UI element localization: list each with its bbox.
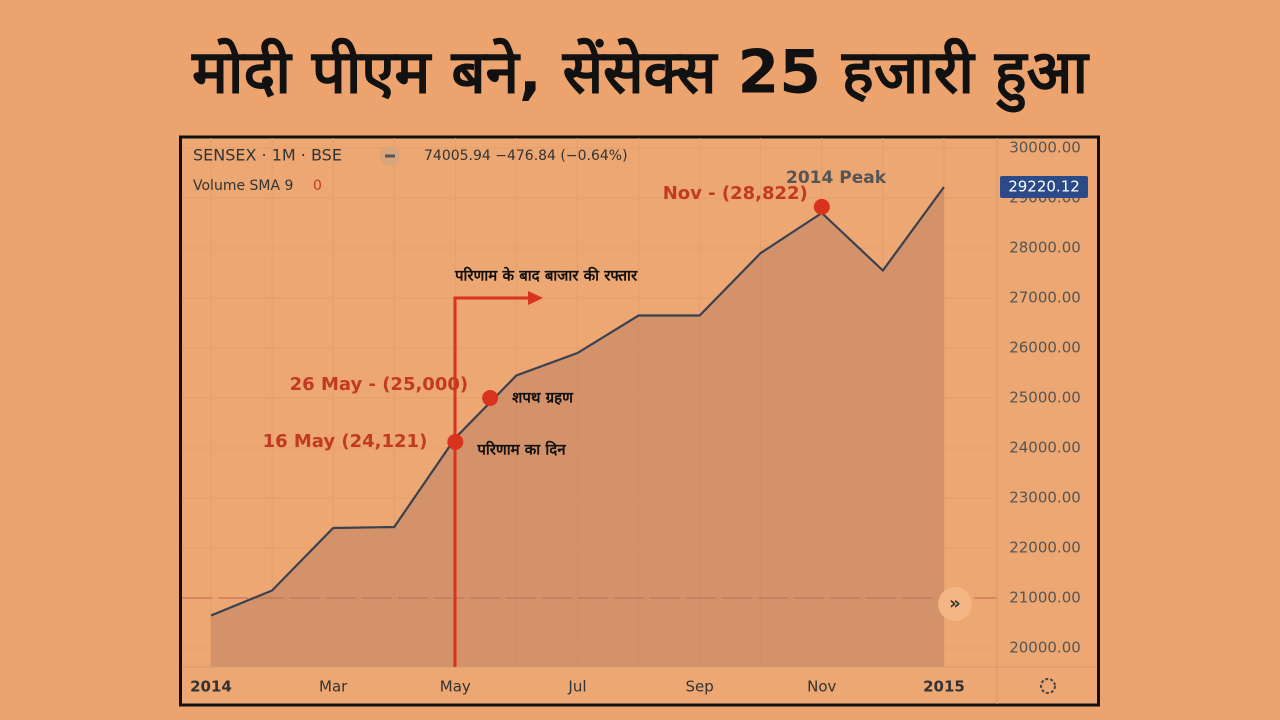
indicator: Volume SMA 9 (193, 178, 293, 194)
y-tick-label: 22000.00 (1009, 539, 1081, 557)
arrow-annotation: परिणाम के बाद बाजार की रफ्तार (454, 267, 638, 285)
x-tick-label: 2014 (190, 678, 232, 696)
y-tick-label: 25000.00 (1009, 389, 1081, 407)
scroll-icon: » (949, 593, 961, 614)
y-tick-label: 28000.00 (1009, 239, 1081, 257)
y-tick-label: 30000.00 (1009, 139, 1081, 157)
event-arrow (453, 296, 530, 667)
scroll-button[interactable] (938, 587, 972, 621)
marker (482, 390, 499, 406)
marker-label: Nov - (28,822) (663, 183, 808, 204)
y-tick-label: 20000.00 (1009, 639, 1081, 657)
peak-annotation: 2014 Peak (786, 168, 887, 188)
plot (182, 138, 997, 667)
marker (447, 433, 464, 450)
marker (813, 198, 830, 215)
x-tick-label: 2015 (923, 678, 965, 696)
marker-label: 16 May (24,121) (263, 431, 428, 452)
event-arrow-head (528, 291, 543, 305)
y-tick-label: 26000.00 (1009, 339, 1081, 357)
last-value-tag (1000, 175, 1088, 198)
marker-note: शपथ ग्रहण (512, 389, 574, 407)
y-tick-label: 27000.00 (1009, 289, 1081, 307)
x-tick-label: Nov (807, 678, 836, 696)
area (211, 187, 944, 667)
marker-note: परिणाम का दिन (476, 440, 566, 458)
x-tick-label: Mar (319, 678, 348, 696)
x-tick-label: Jul (567, 678, 586, 696)
settings-icon[interactable] (1040, 678, 1056, 694)
quote: 74005.94 −476.84 (−0.64%) (424, 148, 628, 164)
last-value-label: 29220.12 (1008, 177, 1080, 195)
marker-label: 26 May - (25,000) (290, 374, 468, 395)
y-tick-label: 24000.00 (1009, 439, 1081, 457)
indicator-value: 0 (313, 178, 322, 194)
x-tick-label: May (440, 678, 471, 696)
y-tick-label: 23000.00 (1009, 489, 1081, 507)
symbol: SENSEX · 1M · BSE (193, 146, 342, 165)
x-tick-label: Sep (685, 678, 713, 696)
y-tick-label: 21000.00 (1009, 589, 1081, 607)
page-title: मोदी पीएम बने, सेंसेक्स 25 हजारी हुआ (191, 38, 1091, 113)
